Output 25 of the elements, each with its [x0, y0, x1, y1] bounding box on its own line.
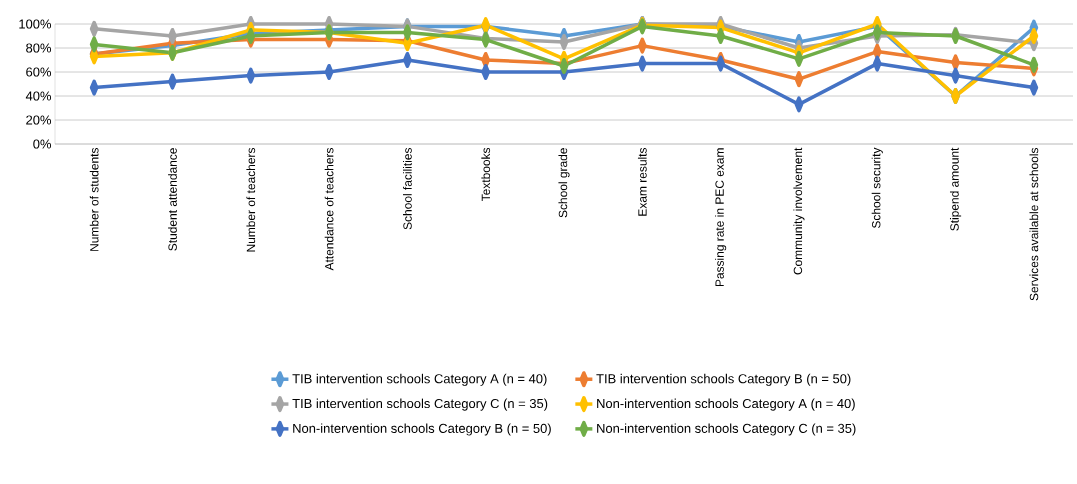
y-tick-label: 100% — [19, 19, 52, 29]
x-tick-label: Textbooks — [481, 147, 491, 202]
y-tick-label: 20% — [26, 115, 52, 125]
legend-label: TIB intervention schools Category B (n = 50) — [596, 373, 851, 386]
x-tick-label: Attendance of teachers — [324, 147, 334, 271]
legend-label: TIB intervention schools Category A (n = 40) — [292, 373, 547, 386]
legend-label: Non-intervention schools Category B (n = 50) — [293, 423, 551, 436]
x-tick-label: Number of teachers — [246, 147, 256, 252]
x-tick-label: School security — [871, 147, 883, 229]
x-tick-label: School grade — [558, 148, 570, 218]
x-tick-label: Stipend amount — [949, 147, 962, 231]
legend-label: TIB intervention schools Category C (n = 35) — [292, 398, 548, 411]
y-tick-label: 60% — [26, 67, 52, 77]
y-tick-label: 40% — [25, 91, 52, 101]
y-tick-label: 80% — [26, 43, 52, 53]
y-tick-label: 0% — [33, 139, 52, 149]
x-tick-label: Community involvement — [793, 147, 805, 275]
x-tick-label: School facilities — [403, 147, 412, 230]
legend-label: Non-intervention schools Category C (n = 35) — [597, 423, 856, 436]
legend-label: Non-intervention schools Category A (n = 40) — [597, 398, 855, 411]
x-tick-label: Services available at schools — [1029, 147, 1039, 301]
x-tick-label: Student attendance — [168, 148, 177, 251]
x-tick-label: Number of students — [89, 147, 99, 251]
x-tick-label: Passing rate in PEC exam — [715, 148, 727, 287]
x-tick-label: Exam results — [637, 147, 647, 216]
